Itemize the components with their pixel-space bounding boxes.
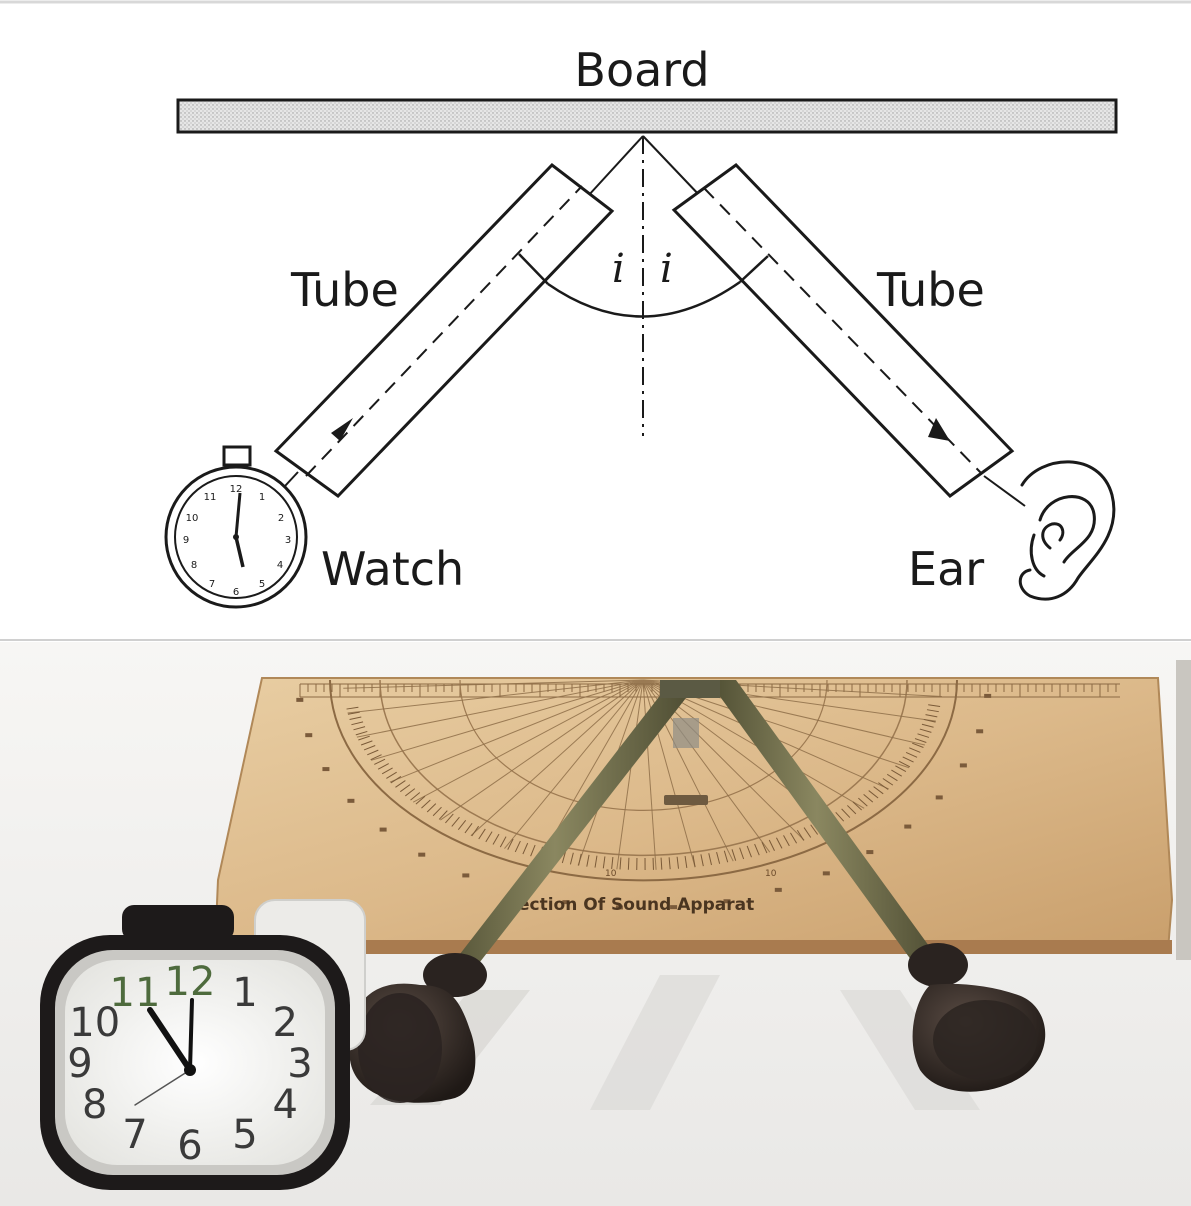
- svg-text:10: 10: [186, 513, 199, 524]
- svg-text:8: 8: [191, 560, 197, 571]
- protractor-tick-left: 10: [605, 869, 617, 879]
- board: [176, 98, 1118, 134]
- watch-label: Watch: [321, 542, 464, 596]
- svg-text:7: 7: [209, 579, 215, 590]
- svg-text:9: 9: [183, 535, 189, 546]
- svg-text:12: 12: [230, 484, 243, 495]
- svg-text:3: 3: [285, 535, 291, 546]
- apparatus-photo: 10 10 ection Of Sound Apparat: [0, 642, 1191, 1206]
- left-funnel: [349, 953, 487, 1103]
- line-diagram: Board i i Tube Tube: [0, 0, 1191, 641]
- angle-arc: [547, 280, 741, 318]
- right-funnel: [908, 943, 1046, 1092]
- apparatus-text: ection Of Sound Apparat: [518, 895, 754, 915]
- svg-text:5: 5: [259, 579, 265, 590]
- photo-right-tube: [708, 680, 950, 975]
- photo-left-tube: [436, 680, 700, 985]
- protractor-tick-right: 10: [765, 869, 777, 879]
- svg-text:2: 2: [278, 513, 284, 524]
- clock-hands: [134, 998, 194, 1106]
- right-arrow-head: [928, 418, 950, 441]
- right-tube: [671, 163, 1015, 498]
- clock-number: 4: [273, 1082, 298, 1128]
- svg-text:6: 6: [233, 587, 239, 598]
- svg-text:11: 11: [204, 492, 217, 503]
- angle-reflection-label: i: [660, 246, 673, 292]
- clock-number: 9: [67, 1041, 92, 1087]
- clock-number: 10: [69, 1000, 120, 1046]
- clock-number: 7: [122, 1112, 147, 1158]
- clock-number: 2: [273, 1000, 298, 1046]
- ear-icon: [1018, 460, 1116, 601]
- left-arrow-head: [331, 418, 353, 441]
- board-label: Board: [574, 43, 709, 97]
- clock-number: 8: [82, 1082, 107, 1128]
- svg-text:4: 4: [277, 560, 283, 571]
- clock-number: 5: [232, 1112, 257, 1158]
- clock-number: 3: [287, 1041, 312, 1087]
- clock-number: 12: [165, 959, 216, 1005]
- clock-number: 1: [232, 970, 257, 1016]
- svg-text:1: 1: [259, 492, 265, 503]
- tube-left-label: Tube: [290, 263, 399, 317]
- clock-number: 6: [177, 1123, 202, 1169]
- angle-incidence-label: i: [612, 246, 625, 292]
- tube-right-label: Tube: [876, 263, 985, 317]
- left-tube: [273, 162, 615, 498]
- ear-label: Ear: [908, 542, 984, 596]
